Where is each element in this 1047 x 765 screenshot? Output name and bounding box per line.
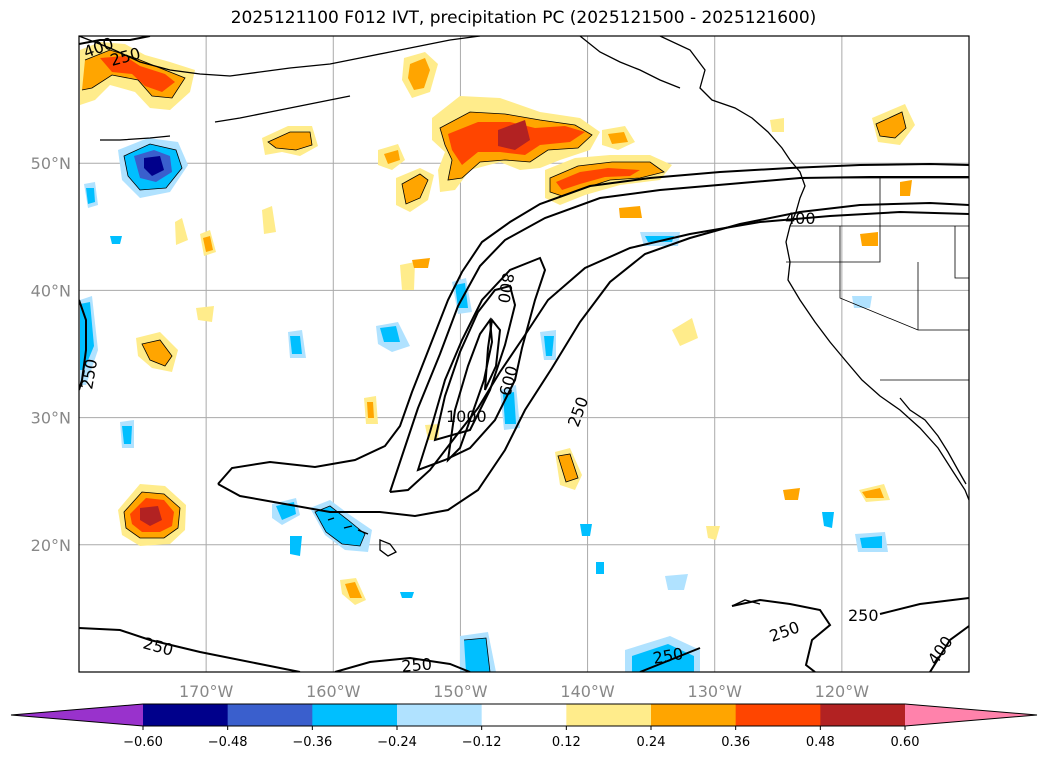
precip-contour-lines <box>81 49 907 672</box>
lat-tick-label: 30°N <box>31 409 71 428</box>
north-america-coast <box>659 36 969 501</box>
ivt-contour-250-south <box>79 627 301 672</box>
precip-positive-shading <box>80 42 915 605</box>
colorbar-segment <box>143 704 229 726</box>
colorbar-segment <box>820 704 906 726</box>
colorbar-tick-label: 0.12 <box>552 735 581 750</box>
colorbar: −0.60 −0.48 −0.36 −0.24 −0.12 0.12 0.24 0.36 0.4… <box>10 703 1038 750</box>
colorbar-segment <box>566 704 652 726</box>
ivt-contour-600 <box>416 256 547 472</box>
map-border <box>78 35 970 673</box>
map-title: 2025121100 F012 IVT, precipitation PC (2… <box>230 8 817 28</box>
colorbar-segment <box>227 704 313 726</box>
lat-tick-label: 20°N <box>31 536 71 555</box>
lon-tick-label: 150°W <box>433 682 488 701</box>
coastlines <box>79 36 969 607</box>
colorbar-segment <box>397 704 483 726</box>
state-borders <box>786 177 969 381</box>
alaska-coast <box>79 36 481 77</box>
ivt-label: 250 <box>401 654 433 676</box>
ivt-contour-400 <box>389 176 969 493</box>
longitude-labels: 170°W 160°W 150°W 140°W 130°W 120°W <box>179 682 869 701</box>
hawaii-islands <box>327 517 397 557</box>
lon-tick-label: 160°W <box>306 682 361 701</box>
lat-tick-label: 40°N <box>31 281 71 300</box>
colorbar-tick-label: 0.24 <box>637 735 666 750</box>
lon-tick-label: 140°W <box>560 682 615 701</box>
colorbar-extend-high <box>905 704 1037 726</box>
colorbar-segment <box>481 704 567 726</box>
lon-tick-label: 130°W <box>688 682 743 701</box>
colorbar-tick-label: −0.36 <box>292 735 332 750</box>
colorbar-tick-label: −0.12 <box>462 735 502 750</box>
colorbar-segment <box>651 704 737 726</box>
colorbar-segment <box>735 704 821 726</box>
lon-tick-label: 170°W <box>179 682 234 701</box>
colorbar-segment <box>312 704 398 726</box>
ivt-label: 400 <box>785 209 816 228</box>
ivt-label: 250 <box>848 606 879 625</box>
lat-tick-label: 50°N <box>31 154 71 173</box>
colorbar-tick-label: 0.60 <box>891 735 920 750</box>
lon-tick-label: 120°W <box>815 682 870 701</box>
colorbar-extend-low <box>11 704 143 726</box>
ivt-contour-250-outer <box>217 162 969 485</box>
colorbar-tick-label: −0.48 <box>208 735 248 750</box>
colorbar-tick-label: 0.36 <box>721 735 750 750</box>
colorbar-tick-label: −0.24 <box>377 735 417 750</box>
latitude-labels: 50°N 40°N 30°N 20°N <box>31 154 71 555</box>
ivt-contour-800 <box>433 284 517 442</box>
ivt-contours <box>79 36 969 672</box>
ivt-label: 1000 <box>446 407 487 426</box>
colorbar-tick-label: −0.60 <box>123 735 163 750</box>
colorbar-tick-label: 0.48 <box>806 735 835 750</box>
